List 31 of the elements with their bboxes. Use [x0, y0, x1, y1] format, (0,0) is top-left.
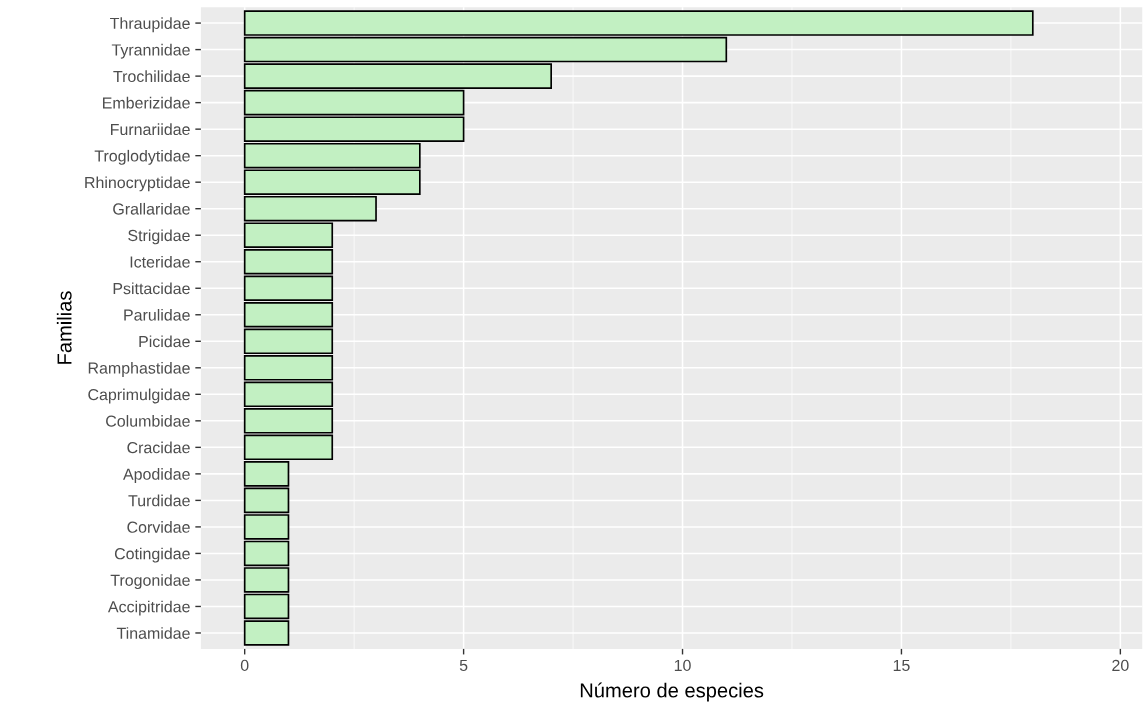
y-tick-label: Ramphastidae [88, 362, 190, 377]
y-tick-label: Tinamidae [116, 627, 190, 639]
y-tick-label: Tyrannidae [111, 43, 190, 59]
x-tick-label: 15 [893, 659, 910, 672]
y-axis-title: Familias [56, 291, 72, 364]
y-tick-label: Accipitridae [107, 600, 190, 616]
y-tick-label: Troglodytidae [94, 149, 190, 165]
y-tick-label: Apodidae [123, 468, 190, 483]
x-tick-label: 5 [459, 659, 468, 672]
x-axis-title: Número de especies [580, 682, 764, 702]
x-tick-label: 10 [674, 659, 691, 672]
x-tick-label: 0 [240, 659, 249, 672]
y-tick-label: Thraupidae [110, 17, 190, 33]
y-tick-label: Furnariidae [111, 123, 190, 136]
y-tick-label: Caprimulgidae [88, 388, 190, 404]
y-tick-label: Corvidae [127, 521, 190, 533]
y-tick-label: Turdidae [128, 494, 190, 507]
y-tick-label: Trochilidae [113, 70, 190, 83]
y-tick-label: Strigidae [128, 229, 190, 245]
y-tick-label: Rhinocryptidae [85, 176, 190, 192]
y-tick-label: Grallaridae [113, 202, 190, 215]
y-tick-label: Icteridae [130, 255, 190, 268]
y-tick-label: Psittacidae [113, 282, 190, 295]
y-tick-label: Cotingidae [114, 547, 190, 563]
x-tick-label: 20 [1112, 659, 1129, 672]
y-tick-label: Emberizidae [103, 96, 190, 109]
y-tick-label: Parulidae [124, 308, 190, 321]
y-tick-label: Picidae [139, 335, 190, 348]
y-tick-label: Columbidae [106, 415, 190, 427]
y-tick-label: Cracidae [127, 441, 190, 454]
y-tick-label: Trogonidae [110, 574, 190, 590]
